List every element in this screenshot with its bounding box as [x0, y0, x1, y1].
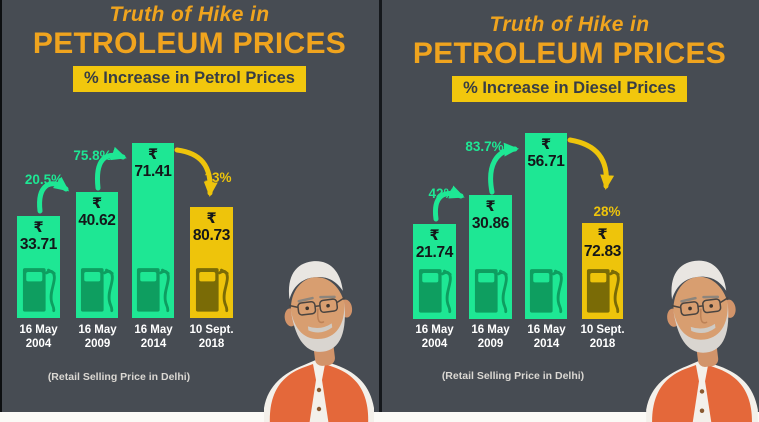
modi-portrait-photo — [646, 260, 758, 422]
bar-diesel-2004: ₹ 21.74 — [413, 224, 456, 319]
rupee-symbol: ₹ — [485, 199, 496, 215]
footnote: (Retail Selling Price in Delhi) — [441, 370, 585, 382]
fuel-pump-icon — [22, 268, 56, 313]
page-title: PETROLEUM PRICES — [412, 37, 727, 70]
bar-value-label: ₹ 30.86 — [469, 199, 512, 232]
rupee-symbol: ₹ — [206, 211, 217, 227]
fuel-pump-icon — [136, 268, 170, 313]
fuel-pump-icon — [195, 268, 229, 313]
bar-value-label: ₹ 72.83 — [583, 227, 622, 260]
petrol-title-block: Truth of Hike in PETROLEUM PRICES % Incr… — [0, 3, 379, 92]
arrow-2004-2009 — [432, 185, 465, 222]
bar-date-label: 16 May 2014 — [134, 324, 173, 350]
rupee-symbol: ₹ — [147, 147, 159, 163]
fuel-pump-icon — [529, 269, 563, 314]
bar-petrol-2004: ₹ 33.71 — [17, 216, 60, 318]
footnote: (Retail Selling Price in Delhi) — [47, 371, 191, 383]
rupee-symbol: ₹ — [91, 196, 103, 212]
panel-divider — [379, 0, 382, 412]
bar-date-label: 16 May 2014 — [527, 324, 566, 350]
increase-label: 42% — [428, 186, 456, 201]
bottom-white-strip — [0, 412, 759, 422]
bar-diesel-2014: ₹ 56.71 — [525, 133, 567, 319]
bar-date-label: 16 May 2004 — [415, 324, 454, 350]
increase-arrows — [432, 137, 615, 222]
bar-date-label: 16 May 2004 — [19, 324, 58, 350]
arrow-2004-2009 — [37, 176, 70, 214]
bar-petrol-2018: ₹ 80.73 — [190, 207, 233, 318]
increase-label: 83.7% — [465, 139, 504, 154]
bar-petrol-2009: ₹ 40.62 — [76, 192, 118, 318]
arrow-2014-2018 — [174, 147, 218, 197]
rupee-symbol: ₹ — [33, 220, 44, 236]
subtitle-badge: % Increase in Petrol Prices — [73, 65, 306, 92]
rupee-symbol: ₹ — [540, 137, 552, 153]
increase-label: 13% — [204, 170, 232, 185]
title-script: Truth of Hike in — [489, 13, 650, 36]
bar-diesel-2009: ₹ 30.86 — [469, 195, 512, 319]
subtitle-badge: % Increase in Diesel Prices — [452, 75, 687, 102]
increase-label: 75.8% — [73, 148, 112, 163]
rupee-symbol: ₹ — [429, 228, 440, 244]
arrow-2009-2014 — [488, 142, 519, 195]
fuel-pump-icon — [474, 269, 508, 314]
bar-petrol-2014: ₹ 71.41 — [132, 143, 174, 318]
fuel-pump-icon — [80, 268, 114, 313]
bar-value-label: ₹ 71.41 — [132, 147, 174, 180]
bar-date-label: 16 May 2009 — [78, 324, 117, 350]
left-edge-border — [0, 0, 2, 412]
bar-value-label: ₹ 40.62 — [76, 196, 118, 229]
arrow-2014-2018 — [567, 137, 615, 190]
rupee-symbol: ₹ — [597, 227, 608, 243]
bar-value-label: ₹ 56.71 — [525, 137, 567, 170]
fuel-pump-icon — [586, 269, 620, 314]
fuel-pump-icon — [418, 269, 452, 314]
bar-diesel-2018: ₹ 72.83 — [582, 223, 623, 319]
increase-label: 20.5% — [24, 172, 64, 187]
bar-value-label: ₹ 21.74 — [413, 228, 456, 261]
diesel-title-block: Truth of Hike in PETROLEUM PRICES % Incr… — [380, 13, 759, 102]
increase-label: 28% — [593, 204, 621, 219]
petrol-panel: Truth of Hike in PETROLEUM PRICES % Incr… — [0, 0, 379, 422]
bar-date-label: 10 Sept. 2018 — [580, 324, 625, 350]
increase-arrows — [37, 146, 218, 214]
bar-date-label: 10 Sept. 2018 — [189, 324, 234, 350]
bar-value-label: ₹ 80.73 — [190, 211, 233, 244]
modi-portrait-photo — [264, 261, 374, 422]
arrow-2009-2014 — [94, 146, 127, 191]
bar-value-label: ₹ 33.71 — [17, 220, 60, 253]
title-script: Truth of Hike in — [109, 3, 270, 26]
diesel-panel: Truth of Hike in PETROLEUM PRICES % Incr… — [380, 0, 759, 422]
bar-date-label: 16 May 2009 — [471, 324, 510, 350]
page-title: PETROLEUM PRICES — [32, 27, 347, 60]
